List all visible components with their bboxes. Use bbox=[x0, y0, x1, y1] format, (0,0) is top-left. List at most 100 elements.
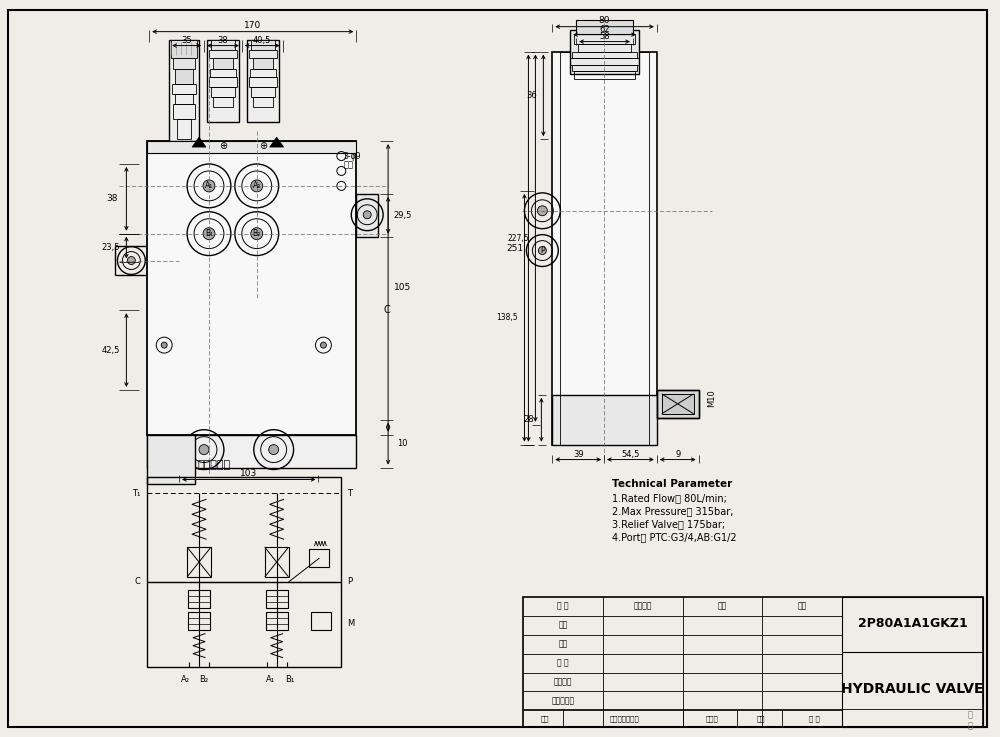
Text: 制图: 制图 bbox=[559, 621, 568, 629]
Text: 2P80A1A1GKZ1: 2P80A1A1GKZ1 bbox=[858, 618, 967, 630]
Bar bbox=[572, 52, 637, 57]
Text: 描图: 描图 bbox=[559, 639, 568, 648]
Text: 更改内容或依据: 更改内容或依据 bbox=[610, 715, 640, 722]
Text: 251: 251 bbox=[506, 244, 523, 253]
Bar bbox=[657, 390, 699, 418]
Bar bbox=[175, 94, 193, 104]
Text: 38: 38 bbox=[218, 36, 228, 45]
Text: 图样标记: 图样标记 bbox=[634, 601, 652, 610]
Text: 重量: 重量 bbox=[718, 601, 727, 610]
Circle shape bbox=[161, 342, 167, 348]
Bar bbox=[572, 66, 637, 71]
Circle shape bbox=[199, 444, 209, 455]
Text: 工艺检查: 工艺检查 bbox=[554, 677, 573, 686]
Bar bbox=[570, 29, 639, 74]
Circle shape bbox=[127, 256, 135, 265]
Text: 138,5: 138,5 bbox=[496, 313, 517, 322]
Bar bbox=[173, 104, 195, 119]
Bar bbox=[657, 390, 699, 418]
Circle shape bbox=[203, 228, 215, 240]
Bar bbox=[209, 49, 237, 57]
Text: A₂: A₂ bbox=[253, 181, 261, 190]
Text: 2.Max Pressure： 315bar,: 2.Max Pressure： 315bar, bbox=[612, 506, 733, 517]
Circle shape bbox=[538, 247, 546, 254]
Bar bbox=[177, 119, 191, 139]
Text: T₁: T₁ bbox=[132, 489, 140, 498]
Bar bbox=[253, 57, 273, 69]
Text: 103: 103 bbox=[240, 469, 257, 478]
Bar bbox=[570, 57, 639, 66]
Bar bbox=[266, 612, 288, 629]
Text: B₁: B₁ bbox=[285, 675, 294, 684]
Text: 29,5: 29,5 bbox=[394, 211, 412, 220]
Text: 通孔: 通孔 bbox=[343, 161, 353, 170]
Text: 227,5: 227,5 bbox=[508, 234, 529, 242]
Text: 170: 170 bbox=[244, 21, 261, 30]
Text: 10: 10 bbox=[397, 439, 407, 448]
Text: B₂: B₂ bbox=[199, 675, 209, 684]
Text: 设 计: 设 计 bbox=[557, 601, 569, 610]
Text: 35: 35 bbox=[181, 36, 192, 45]
Polygon shape bbox=[192, 137, 206, 147]
Bar bbox=[173, 57, 195, 69]
Bar bbox=[213, 97, 233, 108]
Bar bbox=[250, 69, 276, 77]
Bar bbox=[578, 43, 631, 52]
Bar bbox=[249, 77, 277, 88]
Bar bbox=[251, 40, 275, 49]
Bar bbox=[147, 478, 341, 666]
Text: A₂: A₂ bbox=[181, 675, 190, 684]
Text: 58: 58 bbox=[599, 32, 610, 41]
Bar bbox=[842, 597, 983, 727]
Bar bbox=[211, 88, 235, 97]
Bar bbox=[247, 40, 279, 122]
Bar bbox=[265, 547, 289, 577]
Text: 溯
源: 溯 源 bbox=[968, 710, 973, 730]
Text: 9: 9 bbox=[675, 450, 680, 459]
Text: ⊕: ⊕ bbox=[219, 141, 227, 151]
Bar bbox=[552, 395, 657, 444]
Bar bbox=[213, 57, 233, 69]
Text: 23,5: 23,5 bbox=[101, 243, 120, 252]
Text: 液压原理图: 液压原理图 bbox=[197, 460, 231, 469]
Text: 54,5: 54,5 bbox=[621, 450, 640, 459]
Text: B₂: B₂ bbox=[253, 229, 261, 238]
Text: Technical Parameter: Technical Parameter bbox=[612, 480, 732, 489]
Bar bbox=[209, 77, 237, 88]
Text: T: T bbox=[347, 489, 352, 498]
Bar bbox=[172, 84, 196, 94]
Text: 标准化检查: 标准化检查 bbox=[552, 696, 575, 705]
Bar bbox=[560, 395, 649, 444]
Text: 标记: 标记 bbox=[541, 715, 550, 722]
Bar bbox=[356, 194, 378, 237]
Text: 105: 105 bbox=[394, 284, 412, 293]
Bar bbox=[266, 590, 288, 608]
Bar bbox=[574, 34, 635, 43]
Bar bbox=[211, 40, 235, 49]
Circle shape bbox=[363, 211, 371, 219]
Bar bbox=[311, 612, 331, 629]
Bar bbox=[560, 52, 649, 444]
Circle shape bbox=[320, 342, 326, 348]
Text: P: P bbox=[540, 246, 545, 255]
Text: HYDRAULIC VALVE: HYDRAULIC VALVE bbox=[841, 682, 984, 696]
Text: 1.Rated Flow： 80L/min;: 1.Rated Flow： 80L/min; bbox=[612, 493, 727, 503]
Circle shape bbox=[251, 228, 263, 240]
Bar bbox=[188, 590, 210, 608]
Text: 28: 28 bbox=[523, 415, 534, 425]
Bar bbox=[523, 597, 983, 727]
Text: 42,5: 42,5 bbox=[101, 346, 120, 354]
Bar bbox=[207, 40, 239, 122]
Text: 36: 36 bbox=[526, 91, 537, 99]
Circle shape bbox=[251, 180, 263, 192]
Text: C: C bbox=[134, 578, 140, 587]
Text: 校 对: 校 对 bbox=[557, 658, 569, 667]
Polygon shape bbox=[270, 137, 284, 147]
Text: ⊕: ⊕ bbox=[259, 141, 267, 151]
Text: B₁: B₁ bbox=[205, 229, 213, 238]
Circle shape bbox=[203, 180, 215, 192]
Circle shape bbox=[269, 444, 279, 455]
Bar bbox=[147, 141, 356, 153]
Text: 3.Relief Valve： 175bar;: 3.Relief Valve： 175bar; bbox=[612, 520, 725, 529]
Text: 80: 80 bbox=[599, 16, 610, 25]
